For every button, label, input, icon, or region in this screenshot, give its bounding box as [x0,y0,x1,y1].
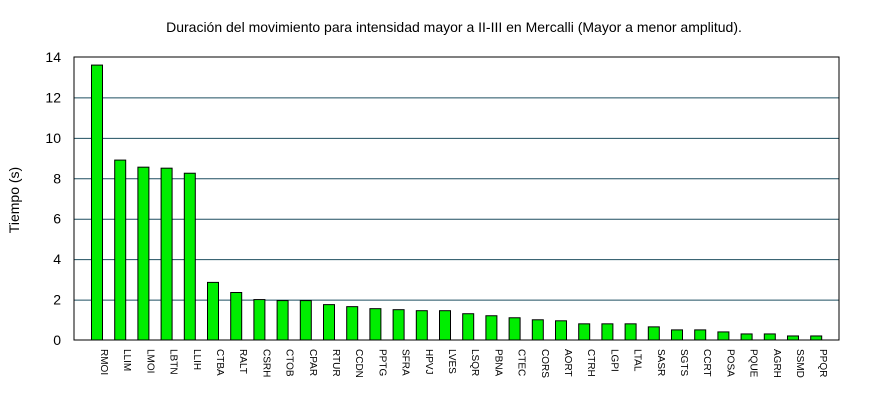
bar-ssmd [787,335,799,341]
x-tick-label: POSA [724,349,735,377]
gridlines [74,97,839,301]
bar-ctob [276,300,289,341]
bar-hpvj [415,310,428,341]
bar-lves [439,310,451,341]
x-tick-label: CTRH [585,349,596,377]
bar-rmoi [91,64,103,341]
bar-lbtn [160,167,173,341]
x-tick-label: RMOI [98,349,109,375]
chart-title: Duración del movimiento para intensidad … [166,19,742,35]
bar-sgts [671,329,683,341]
bar-ctec [508,317,521,341]
x-tick-label: LLIH [191,349,202,370]
y-tick-label: 4 [53,251,61,267]
bar-ctba [207,281,219,341]
x-tick-label: PPTG [376,349,387,376]
y-tick-label: 2 [53,292,61,308]
bar-sasr [647,326,660,341]
y-tick-label: 10 [45,130,61,146]
bar-lgpi [601,323,614,341]
x-tick-label: AORT [562,349,573,377]
bar-agrh [763,333,776,341]
x-tick-label: AGRH [771,349,782,378]
x-tick-labels: RMOI LLIM LMOI LBTN LLIH CTBA RALT CSRH CTOB CPAR… [98,349,828,378]
x-tick-label: SFRA [400,349,411,376]
bar-llim [114,159,127,341]
bar-posa [717,331,730,341]
y-tick-label: 14 [45,49,61,65]
x-tick-label: RALT [237,349,248,374]
x-tick-label: SSMD [794,349,805,378]
x-tick-label: CPAR [307,349,318,376]
x-tick-label: SASR [655,349,666,376]
bar-ctrh [578,323,591,341]
bar-aort [555,320,567,341]
x-tick-label: CSRH [260,349,271,377]
x-tick-label: RTUR [330,349,341,377]
bar-ppqr [810,335,823,341]
x-tick-label: LMOI [144,349,155,373]
bar-ccdn [346,306,359,341]
x-tick-label: CTOB [284,349,295,377]
bar-cpar [299,300,312,341]
bar-rtur [323,304,335,341]
x-tick-label: CCDN [353,349,364,378]
bar-ralt [230,291,243,341]
x-tick-label: CCRT [701,349,712,377]
x-tick-label: LVES [446,349,457,374]
bar-sfra [392,309,405,341]
x-tick-label: LLIM [121,349,132,371]
bar-cors [531,319,544,341]
bar-lsqr [462,313,475,341]
y-tick-label: 12 [45,89,61,105]
x-tick-label: CORS [539,349,550,378]
x-tick-label: PPQR [817,349,828,377]
bar-lmoi [137,166,150,341]
x-tick-label: CTEC [516,349,527,376]
x-tick-label: HPVJ [423,349,434,375]
y-tick-label: 8 [53,170,61,186]
y-tick-labels: 0 2 4 6 8 10 12 14 [45,49,61,348]
x-tick-label: LTAL [632,349,643,372]
bar-pptg [369,308,382,341]
bar-csrh [253,299,266,341]
bar-pbna [485,315,498,341]
bar-pque [740,333,753,341]
x-tick-label: LGPI [608,349,619,372]
bar-ccrt [694,329,707,341]
bar-ltal [624,323,637,341]
y-tick-label: 0 [53,332,61,348]
plot-frame [73,56,840,341]
x-tick-label: PBNA [492,349,503,377]
bars [91,64,823,341]
x-tick-label: CTBA [214,349,225,376]
x-tick-label: SGTS [678,349,689,377]
y-axis-label: Tiempo (s) [6,167,22,233]
x-tick-label: LBTN [168,349,179,375]
bar-llih [183,172,196,341]
x-tick-label: PQUE [748,349,759,378]
x-tick-label: LSQR [469,349,480,376]
y-tick-label: 6 [53,211,61,227]
